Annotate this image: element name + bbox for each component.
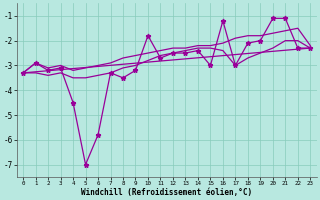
X-axis label: Windchill (Refroidissement éolien,°C): Windchill (Refroidissement éolien,°C) xyxy=(81,188,252,197)
